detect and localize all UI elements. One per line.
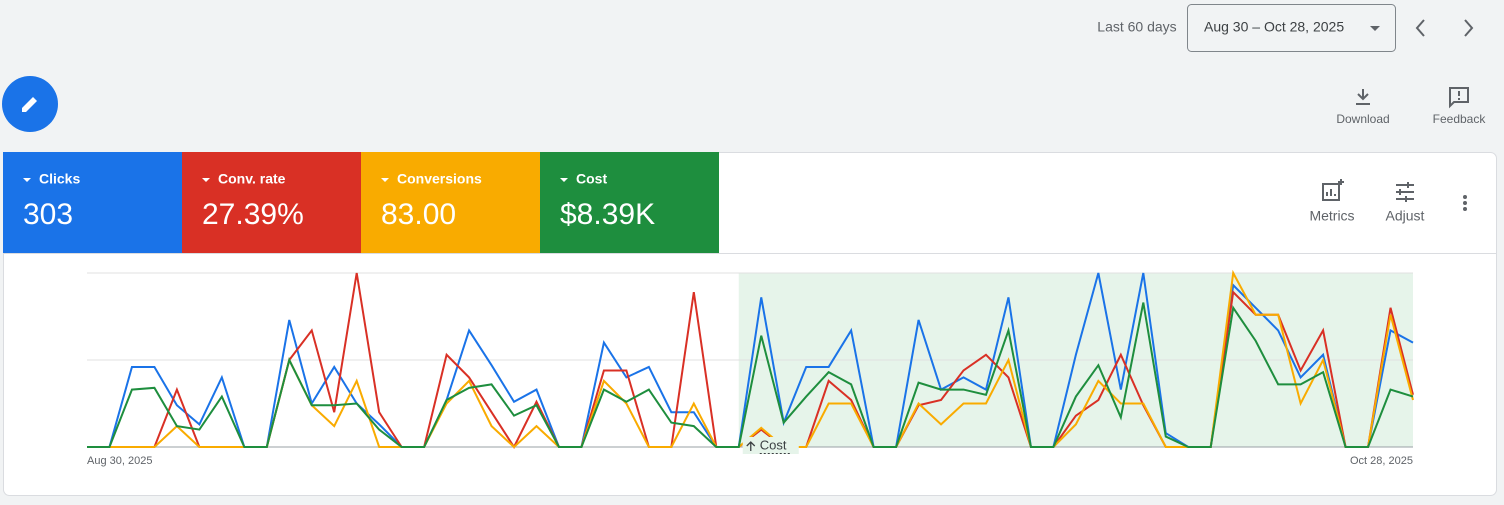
tile-value: 27.39%	[202, 198, 304, 231]
feedback-label: Feedback	[1433, 112, 1487, 126]
tile-bg	[3, 152, 182, 253]
annotation-arrow	[746, 441, 756, 451]
more-button[interactable]	[1463, 195, 1467, 211]
date-range: Aug 30 – Oct 28, 2025	[1204, 19, 1344, 35]
range-label: Last 60 days	[1097, 19, 1176, 35]
x-tick-label: Oct 28, 2025	[1350, 455, 1413, 467]
tile-bg	[540, 152, 719, 253]
tile-caret	[23, 178, 31, 182]
metric-tiles: Clicks 303 Conv. rate 27.39% Conversions 83.0…	[3, 152, 719, 253]
metric-tile[interactable]: Conversions 83.00	[361, 152, 540, 253]
download-label: Download	[1336, 112, 1389, 126]
annotation-text: Cost	[760, 437, 787, 452]
metric-tile[interactable]: Conv. rate 27.39%	[182, 152, 361, 253]
tile-name: Conversions	[397, 171, 482, 187]
date-picker[interactable]: Aug 30 – Oct 28, 2025	[1187, 4, 1396, 52]
x-tick-label: Aug 30, 2025	[87, 455, 152, 467]
tile-value: 303	[23, 198, 73, 231]
tile-name: Conv. rate	[218, 171, 286, 187]
adjust-button[interactable]: Adjust	[1386, 182, 1425, 224]
tile-name: Clicks	[39, 171, 80, 187]
annotation-bg	[742, 437, 799, 454]
plot: Aug 30, 2025 Oct 28, 2025 Cost	[87, 269, 1414, 467]
feedback-button[interactable]: Feedback	[1433, 87, 1487, 126]
metric-tile[interactable]: Cost $8.39K	[540, 152, 719, 253]
tile-caret	[381, 178, 389, 182]
metrics-button[interactable]: Metrics	[1309, 179, 1355, 224]
metric-tile[interactable]: Clicks 303	[3, 152, 182, 253]
tile-name: Cost	[576, 171, 607, 187]
prev-button[interactable]	[1415, 19, 1425, 37]
annotation: Cost	[742, 437, 799, 454]
tile-value: $8.39K	[560, 198, 655, 231]
next-button[interactable]	[1464, 19, 1474, 37]
tile-bg	[182, 152, 361, 253]
series-line	[87, 302, 1414, 448]
metrics-label: Metrics	[1309, 208, 1354, 224]
adjust-label: Adjust	[1386, 208, 1425, 224]
tile-caret	[202, 178, 210, 182]
tile-caret	[560, 178, 568, 182]
edit-fab[interactable]	[2, 76, 58, 132]
tile-bg	[361, 152, 540, 253]
tile-value: 83.00	[381, 198, 456, 231]
download-button[interactable]: Download	[1336, 89, 1390, 126]
